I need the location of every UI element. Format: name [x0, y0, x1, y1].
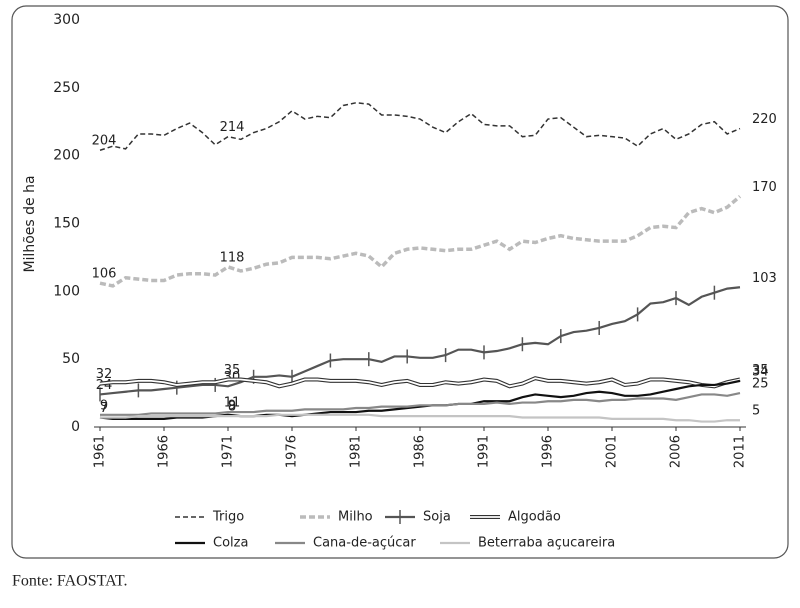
data-label: 170 — [752, 180, 777, 195]
data-label: 8 — [228, 400, 236, 415]
data-label: 25 — [752, 377, 769, 392]
chart-frame — [11, 5, 789, 559]
legend-label: Colza — [213, 536, 248, 551]
y-tick-label: 100 — [53, 283, 80, 299]
series-line — [99, 195, 742, 288]
data-label: 32 — [96, 367, 113, 382]
series-line — [99, 377, 741, 388]
y-tick-label: 250 — [53, 80, 80, 96]
x-tick-label: 1981 — [349, 435, 364, 468]
data-label: 9 — [100, 398, 108, 413]
data-label: 106 — [92, 267, 117, 282]
y-tick-label: 300 — [53, 12, 80, 28]
x-tick-label: 1986 — [413, 435, 428, 468]
legend-label: Beterraba açucareira — [478, 536, 615, 551]
x-tick-label: 2011 — [733, 435, 748, 468]
legend-label: Cana-de-açúcar — [313, 536, 416, 551]
y-tick-label: 0 — [71, 419, 80, 435]
data-label: 220 — [752, 112, 777, 127]
data-label: 35 — [752, 363, 769, 378]
legend-label: Trigo — [212, 510, 244, 525]
data-label: 7 — [100, 401, 108, 416]
x-tick-label: 1971 — [221, 435, 236, 468]
legend-label: Milho — [338, 510, 373, 525]
data-label: 34 — [752, 364, 769, 379]
data-label: 5 — [752, 404, 760, 419]
data-label: 11 — [224, 396, 241, 411]
series-line — [99, 101, 741, 151]
source-note: Fonte: FAOSTAT. — [12, 573, 127, 590]
series-line — [100, 413, 740, 423]
data-label: 103 — [752, 271, 777, 286]
x-tick-label: 2001 — [605, 435, 620, 468]
y-tick-label: 50 — [62, 351, 80, 367]
x-tick-label: 1961 — [93, 435, 108, 468]
x-tick-label: 1991 — [477, 435, 492, 468]
x-tick-label: 1996 — [541, 435, 556, 468]
data-label: 214 — [220, 120, 245, 135]
series-line — [99, 286, 741, 396]
x-tick-label: 2006 — [669, 435, 684, 468]
legend-label: Algodão — [508, 510, 561, 525]
y-axis-label: Milhões de ha — [22, 175, 38, 272]
data-label: 204 — [92, 134, 117, 149]
series-line — [100, 392, 741, 416]
legend-label: Soja — [423, 510, 451, 525]
x-tick-label: 1976 — [285, 435, 300, 468]
data-label: 9 — [228, 398, 236, 413]
y-tick-label: 200 — [53, 148, 80, 164]
data-label: 35 — [224, 363, 241, 378]
data-label: 118 — [220, 250, 245, 265]
y-tick-label: 150 — [53, 216, 80, 232]
x-tick-label: 1966 — [157, 435, 172, 468]
